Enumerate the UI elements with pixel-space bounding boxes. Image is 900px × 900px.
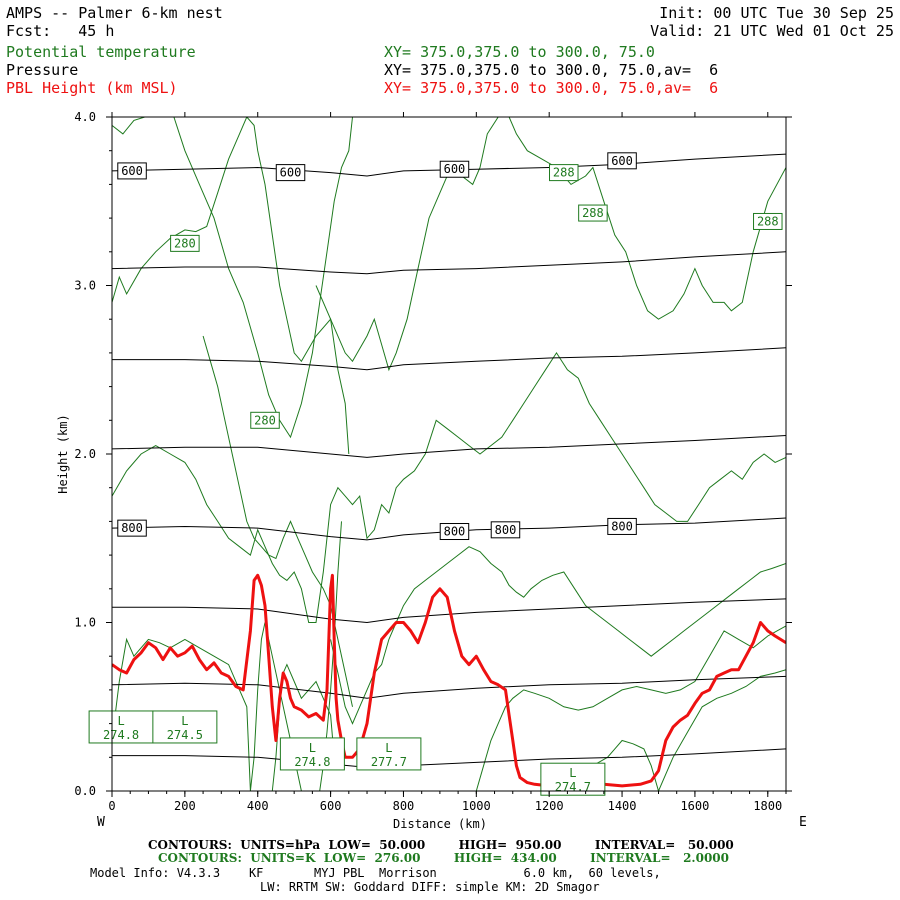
pressure-contour-line	[112, 435, 786, 458]
y-axis-label: Height (km)	[56, 414, 70, 493]
y-tick-label: 1.0	[74, 616, 96, 630]
pressure-label: 600	[280, 166, 302, 180]
low-marker-box	[152, 710, 218, 744]
low-marker-value: 274.5	[167, 728, 203, 742]
theta-label: 288	[553, 166, 575, 180]
x-tick-label: 1400	[608, 799, 637, 813]
model-info: Model Info: V4.3.3 KF MYJ PBL Morrison 6…	[90, 866, 661, 880]
y-tick-label: 3.0	[74, 279, 96, 293]
low-marker-box	[356, 737, 422, 771]
east-label: E	[799, 815, 807, 830]
physics-info: LW: RRTM SW: Goddard DIFF: simple KM: 2D…	[260, 880, 600, 894]
x-tick-label: 1600	[680, 799, 709, 813]
west-label: W	[97, 815, 105, 830]
pressure-label-box	[275, 164, 306, 182]
x-tick-label: 1000	[462, 799, 491, 813]
pressure-label: 600	[121, 164, 143, 178]
pressure-label-box	[117, 162, 147, 180]
pressure-contour-line	[112, 598, 786, 624]
pressure-label-box	[607, 517, 637, 535]
pressure-label: 800	[495, 523, 517, 537]
pressure-label-box	[117, 519, 147, 537]
theta-contour-line	[315, 117, 699, 372]
low-marker-box	[540, 762, 606, 796]
pressure-label: 800	[121, 521, 143, 535]
pbl-height-series	[112, 573, 786, 788]
field-pbl-height: PBL Height (km MSL)	[6, 79, 178, 97]
pressure-label-box	[490, 521, 521, 539]
theta-label-box	[753, 212, 783, 230]
cross-section-coords-pressure: XY= 375.0,375.0 to 300.0, 75.0,av= 6	[384, 61, 719, 79]
x-tick-label: 1200	[535, 799, 564, 813]
pressure-contour-line	[112, 748, 786, 768]
cross-section-coords-theta: XY= 375.0,375.0 to 300.0, 75.0	[384, 43, 655, 61]
low-marker-value: 274.8	[294, 755, 330, 769]
field-pressure: Pressure	[6, 61, 79, 79]
theta-label-box	[250, 411, 280, 429]
x-tick-label: 200	[174, 799, 196, 813]
pressure-label: 600	[444, 162, 466, 176]
low-marker-letter: L	[569, 766, 576, 780]
contour-labels: 600 600 600 600 800 800 800 800 280 280 288 288 288 L…	[88, 152, 783, 796]
pressure-label-box	[439, 523, 470, 541]
x-tick-label: 400	[247, 799, 269, 813]
x-axis-label: Distance (km)	[393, 817, 487, 831]
pressure-label-box	[607, 152, 637, 170]
chart-title: AMPS -- Palmer 6-km nest	[6, 4, 223, 22]
theta-label: 280	[174, 236, 196, 250]
theta-label: 288	[757, 214, 779, 228]
low-marker-letter: L	[309, 741, 316, 755]
low-marker-box	[279, 737, 345, 771]
pressure-contour-line	[112, 153, 786, 177]
theta-contour-line	[112, 622, 302, 791]
cross-section-coords-pbl: XY= 375.0,375.0 to 300.0, 75.0,av= 6	[384, 79, 719, 97]
pressure-contour-line	[112, 517, 786, 541]
theta-contour-line	[330, 546, 786, 725]
theta-contour-info: CONTOURS: UNITS=K LOW= 276.00 HIGH= 434.…	[158, 851, 729, 865]
theta-label-box	[170, 234, 200, 252]
pressure-label: 800	[444, 525, 466, 539]
pressure-contour-line	[112, 347, 786, 371]
x-tick-label: 600	[320, 799, 342, 813]
theta-contour-line	[202, 335, 353, 707]
theta-contour-line	[112, 117, 247, 135]
field-potential-temperature: Potential temperature	[6, 43, 196, 61]
valid-time: Valid: 21 UTC Wed 01 Oct 25	[650, 22, 894, 40]
theta-contour-line	[658, 669, 786, 791]
y-tick-label: 4.0	[74, 110, 96, 124]
theta-contour-line	[112, 117, 350, 455]
y-tick-label: 2.0	[74, 447, 96, 461]
pressure-label-box	[439, 160, 470, 178]
low-marker-letter: L	[181, 714, 188, 728]
pbl-height-line	[112, 573, 786, 788]
x-tick-label: 0	[108, 799, 115, 813]
theta-contour-line	[475, 625, 786, 791]
x-tick-label: 800	[393, 799, 415, 813]
x-tick-label: 1800	[753, 799, 782, 813]
axes: 0 200 400 600 800 1000 1200 1400 1600 1800 0.0 1.0 2…	[74, 110, 792, 813]
theta-label: 280	[254, 413, 276, 427]
theta-contour-line	[112, 351, 786, 623]
pressure-label: 800	[611, 519, 633, 533]
pressure-contour-info: CONTOURS: UNITS=hPa LOW= 50.000 HIGH= 95…	[148, 838, 734, 852]
theta-label: 288	[582, 206, 604, 220]
theta-contour-line	[508, 117, 786, 320]
low-marker-box	[88, 710, 154, 744]
low-marker-value: 277.7	[371, 755, 407, 769]
theta-label-box	[549, 164, 579, 182]
theta-label-box	[578, 204, 608, 222]
pressure-contours	[112, 153, 786, 768]
low-marker-letter: L	[117, 714, 124, 728]
forecast-hour: Fcst: 45 h	[6, 22, 115, 40]
low-marker-value: 274.8	[103, 728, 139, 742]
pressure-contour-line	[112, 251, 786, 275]
y-tick-label: 0.0	[74, 784, 96, 798]
theta-contour-line	[173, 117, 353, 439]
low-marker-letter: L	[385, 741, 392, 755]
pressure-label: 600	[611, 154, 633, 168]
init-time: Init: 00 UTC Tue 30 Sep 25	[659, 4, 894, 22]
